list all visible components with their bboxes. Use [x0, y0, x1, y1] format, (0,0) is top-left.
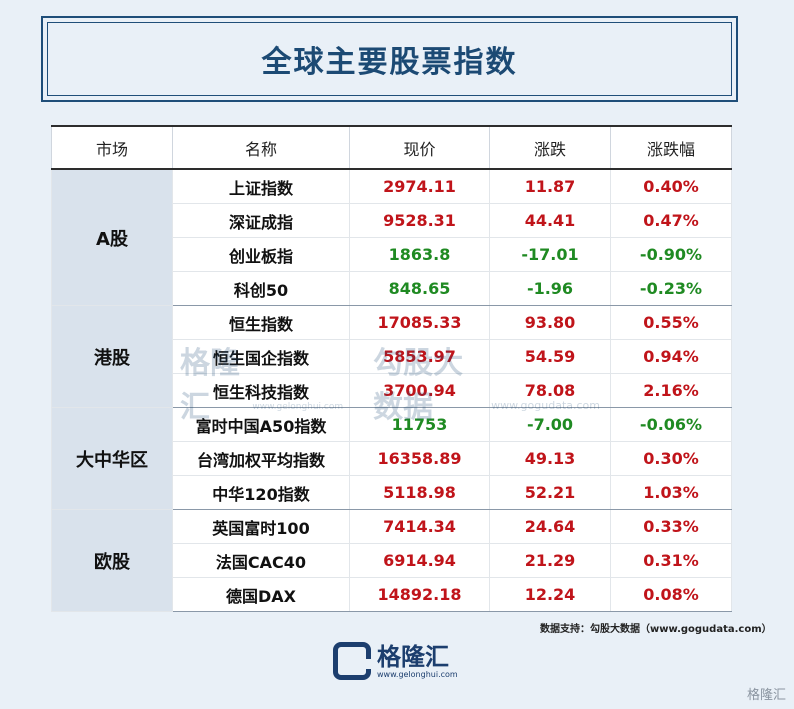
change-cell: 44.41 — [489, 203, 611, 238]
table-row: 港股 恒生指数 17085.33 93.80 0.55% — [51, 305, 732, 408]
pct-cell: -0.90% — [610, 237, 732, 272]
pct-cell: 0.31% — [610, 543, 732, 578]
header-name: 名称 — [172, 125, 350, 170]
footer-logo-cn: 格隆汇 — [377, 642, 449, 671]
price-cell: 16358.89 — [349, 441, 490, 476]
pct-cell: 0.47% — [610, 203, 732, 238]
table-row: 欧股 英国富时100 7414.34 24.64 0.33% — [51, 509, 732, 612]
pct-cell: 2.16% — [610, 373, 732, 408]
header-change: 涨跌 — [489, 125, 611, 170]
change-cell: 78.08 — [489, 373, 611, 408]
change-cell: 49.13 — [489, 441, 611, 476]
table-body: A股 上证指数 2974.11 11.87 0.40% 深证成指 9528.31 44.41 0… — [51, 168, 732, 612]
pct-cell: 0.08% — [610, 577, 732, 612]
name-cell: 英国富时100 — [172, 509, 350, 544]
price-cell: 5853.97 — [349, 339, 490, 374]
name-cell: 深证成指 — [172, 203, 350, 238]
market-cell: 大中华区 — [51, 407, 173, 510]
pct-cell: -0.23% — [610, 271, 732, 306]
change-cell: -17.01 — [489, 237, 611, 272]
table-row: 德国DAX 14892.18 12.24 0.08% — [52, 577, 732, 612]
footer-logo-en: www.gelonghui.com — [377, 669, 458, 679]
title-inner-frame: 全球主要股票指数 — [47, 22, 732, 96]
footer-logo: 格隆汇 www.gelonghui.com — [333, 636, 473, 686]
name-cell: 恒生科技指数 — [172, 373, 350, 408]
market-cell: 欧股 — [51, 509, 173, 612]
table-row: 中华120指数 5118.98 52.21 1.03% — [52, 475, 732, 510]
change-cell: -7.00 — [489, 407, 611, 442]
change-cell: 11.87 — [489, 168, 611, 204]
price-cell: 848.65 — [349, 271, 490, 306]
price-cell: 1863.8 — [349, 237, 490, 272]
price-cell: 17085.33 — [349, 305, 490, 340]
header-price: 现价 — [349, 125, 490, 170]
price-cell: 11753 — [349, 407, 490, 442]
table-row: A股 上证指数 2974.11 11.87 0.40% — [51, 168, 732, 306]
change-cell: 54.59 — [489, 339, 611, 374]
table-row: 法国CAC40 6914.94 21.29 0.31% — [52, 543, 732, 578]
table-row: 创业板指 1863.8 -17.01 -0.90% — [52, 237, 732, 272]
name-cell: 富时中国A50指数 — [172, 407, 350, 442]
price-cell: 5118.98 — [349, 475, 490, 510]
name-cell: 中华120指数 — [172, 475, 350, 510]
pct-cell: 1.03% — [610, 475, 732, 510]
name-cell: 恒生国企指数 — [172, 339, 350, 374]
name-cell: 科创50 — [172, 271, 350, 306]
name-cell: 恒生指数 — [172, 305, 350, 340]
pct-cell: 0.94% — [610, 339, 732, 374]
name-cell: 上证指数 — [172, 168, 350, 204]
pct-cell: 0.30% — [610, 441, 732, 476]
name-cell: 台湾加权平均指数 — [172, 441, 350, 476]
name-cell: 创业板指 — [172, 237, 350, 272]
header-pct: 涨跌幅 — [610, 125, 732, 170]
gelonghui-logo-icon — [333, 642, 371, 680]
price-cell: 7414.34 — [349, 509, 490, 544]
change-cell: -1.96 — [489, 271, 611, 306]
price-cell: 6914.94 — [349, 543, 490, 578]
header-market: 市场 — [51, 125, 173, 170]
pct-cell: -0.06% — [610, 407, 732, 442]
table-row: 台湾加权平均指数 16358.89 49.13 0.30% — [52, 441, 732, 476]
price-cell: 3700.94 — [349, 373, 490, 408]
price-cell: 14892.18 — [349, 577, 490, 612]
change-cell: 24.64 — [489, 509, 611, 544]
pct-cell: 0.55% — [610, 305, 732, 340]
data-source-note: 数据支持：勾股大数据（www.gogudata.com） — [540, 624, 772, 635]
table-row: 大中华区 富时中国A50指数 11753 -7.00 -0.06% — [51, 407, 732, 510]
table-row: 深证成指 9528.31 44.41 0.47% — [52, 203, 732, 238]
footer-logo-text: 格隆汇 www.gelonghui.com — [377, 644, 458, 679]
table-row: 科创50 848.65 -1.96 -0.23% — [52, 271, 732, 306]
change-cell: 12.24 — [489, 577, 611, 612]
name-cell: 法国CAC40 — [172, 543, 350, 578]
page-title: 全球主要股票指数 — [261, 45, 518, 80]
pct-cell: 0.33% — [610, 509, 732, 544]
market-cell: 港股 — [51, 305, 173, 408]
price-cell: 9528.31 — [349, 203, 490, 238]
name-cell: 德国DAX — [172, 577, 350, 612]
index-table: 市场 名称 现价 涨跌 涨跌幅 A股 上证指数 2974.11 11.87 0.40% 深… — [51, 125, 732, 612]
price-cell: 2974.11 — [349, 168, 490, 204]
market-cell: A股 — [51, 168, 173, 306]
title-banner: 全球主要股票指数 — [41, 16, 738, 102]
pct-cell: 0.40% — [610, 168, 732, 204]
change-cell: 21.29 — [489, 543, 611, 578]
change-cell: 52.21 — [489, 475, 611, 510]
corner-watermark: 格隆汇 — [746, 688, 786, 703]
table-row: 恒生国企指数 5853.97 54.59 0.94% — [52, 339, 732, 374]
change-cell: 93.80 — [489, 305, 611, 340]
table-header-row: 市场 名称 现价 涨跌 涨跌幅 — [51, 125, 732, 170]
